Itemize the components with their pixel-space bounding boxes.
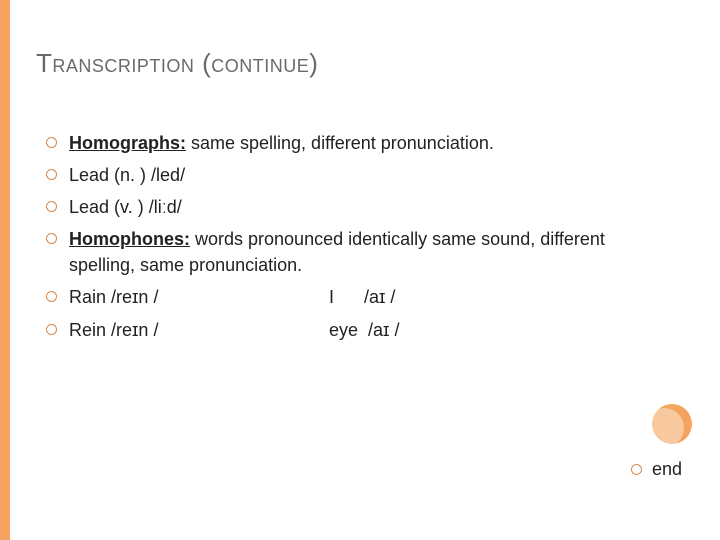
list-item: Homographs: same spelling, different pro… bbox=[46, 130, 646, 156]
list-item: Rain /reɪn / I /aɪ / bbox=[46, 284, 646, 310]
item-text: Lead (n. ) /led/ bbox=[69, 162, 646, 188]
item-text: Homophones: words pronounced identically… bbox=[69, 226, 646, 278]
col-left: Rain /reɪn / bbox=[69, 284, 329, 310]
decorative-circle-overlay bbox=[644, 408, 684, 448]
col-right: eye /aɪ / bbox=[329, 317, 399, 343]
item-text: Homographs: same spelling, different pro… bbox=[69, 130, 646, 156]
bullet-icon bbox=[46, 291, 57, 302]
bullet-icon bbox=[46, 324, 57, 335]
end-text: end bbox=[652, 459, 682, 480]
list-item: Rein /reɪn / eye /aɪ / bbox=[46, 317, 646, 343]
item-text: Rein /reɪn / eye /aɪ / bbox=[69, 317, 646, 343]
slide-title: Transcription (continue) bbox=[36, 48, 318, 79]
accent-sidebar bbox=[0, 0, 10, 540]
col-left: Rein /reɪn / bbox=[69, 317, 329, 343]
term: Homographs: bbox=[69, 133, 186, 153]
term: Homophones: bbox=[69, 229, 190, 249]
rest: same spelling, different pronunciation. bbox=[186, 133, 494, 153]
bullet-icon bbox=[46, 137, 57, 148]
item-text: Rain /reɪn / I /aɪ / bbox=[69, 284, 646, 310]
list-item: Homophones: words pronounced identically… bbox=[46, 226, 646, 278]
bullet-icon bbox=[46, 169, 57, 180]
bullet-list: Homographs: same spelling, different pro… bbox=[46, 130, 646, 349]
end-marker: end bbox=[631, 459, 682, 480]
list-item: Lead (v. ) /liːd/ bbox=[46, 194, 646, 220]
item-text: Lead (v. ) /liːd/ bbox=[69, 194, 646, 220]
bullet-icon bbox=[46, 233, 57, 244]
bullet-icon bbox=[631, 464, 642, 475]
col-right: I /aɪ / bbox=[329, 284, 395, 310]
bullet-icon bbox=[46, 201, 57, 212]
list-item: Lead (n. ) /led/ bbox=[46, 162, 646, 188]
